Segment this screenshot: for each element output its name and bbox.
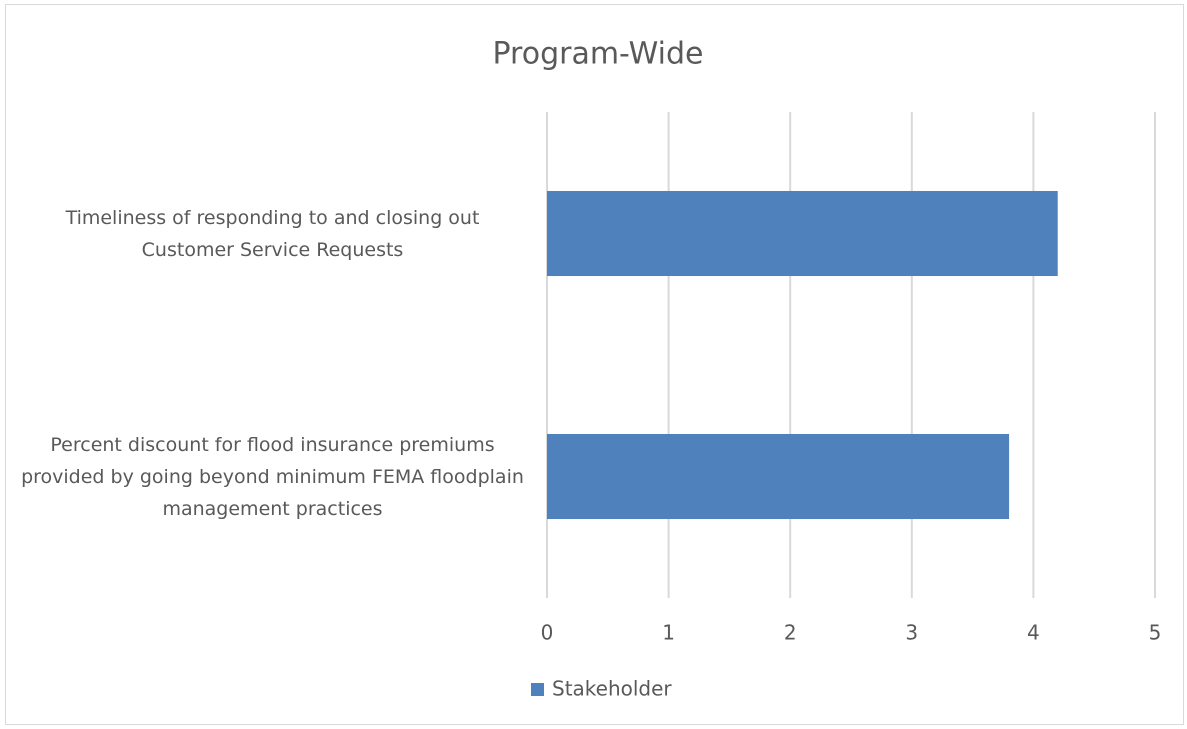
x-tick-label: 4 [1027, 621, 1040, 645]
legend-swatch [531, 683, 544, 696]
chart-title: Program-Wide [492, 37, 703, 72]
y-tick-label-box: Percent discount for flood insurance pre… [5, 417, 525, 537]
bar [547, 433, 1010, 520]
y-tick-label-box: Timeliness of responding to and closing … [5, 174, 525, 294]
x-tick-label: 5 [1149, 621, 1162, 645]
x-tick-label: 1 [662, 621, 675, 645]
x-tick-label: 0 [541, 621, 554, 645]
x-tick-label: 2 [784, 621, 797, 645]
bar [547, 190, 1058, 277]
x-tick-label: 3 [905, 621, 918, 645]
y-tick-label: Timeliness of responding to and closing … [65, 206, 480, 261]
chart-border [5, 4, 1184, 725]
legend-label: Stakeholder [552, 677, 672, 701]
y-tick-label: Percent discount for flood insurance pre… [21, 433, 524, 520]
